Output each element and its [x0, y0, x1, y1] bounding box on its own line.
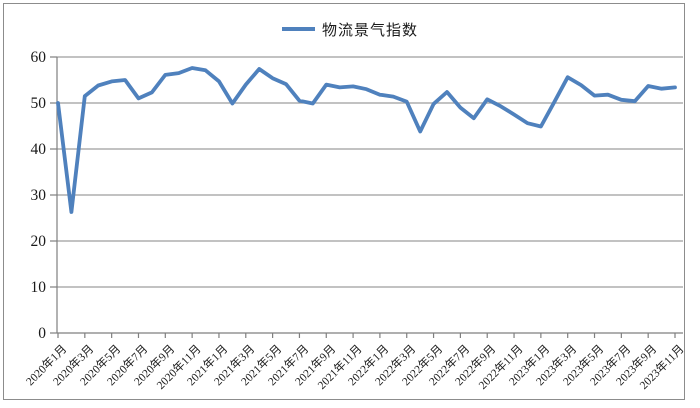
legend: 物流景气指数 — [0, 19, 700, 39]
legend-label: 物流景气指数 — [321, 22, 418, 39]
y-axis-label: 50 — [31, 95, 47, 112]
y-axis-label: 10 — [31, 279, 47, 296]
y-axis-label: 20 — [31, 233, 47, 250]
legend-line-swatch — [281, 27, 315, 31]
chart-frame — [3, 3, 685, 400]
series-line — [56, 66, 677, 214]
y-axis-label: 0 — [38, 325, 46, 342]
y-axis-label: 30 — [31, 187, 47, 204]
y-axis-label: 60 — [31, 49, 47, 66]
y-axis-label: 40 — [31, 141, 47, 158]
